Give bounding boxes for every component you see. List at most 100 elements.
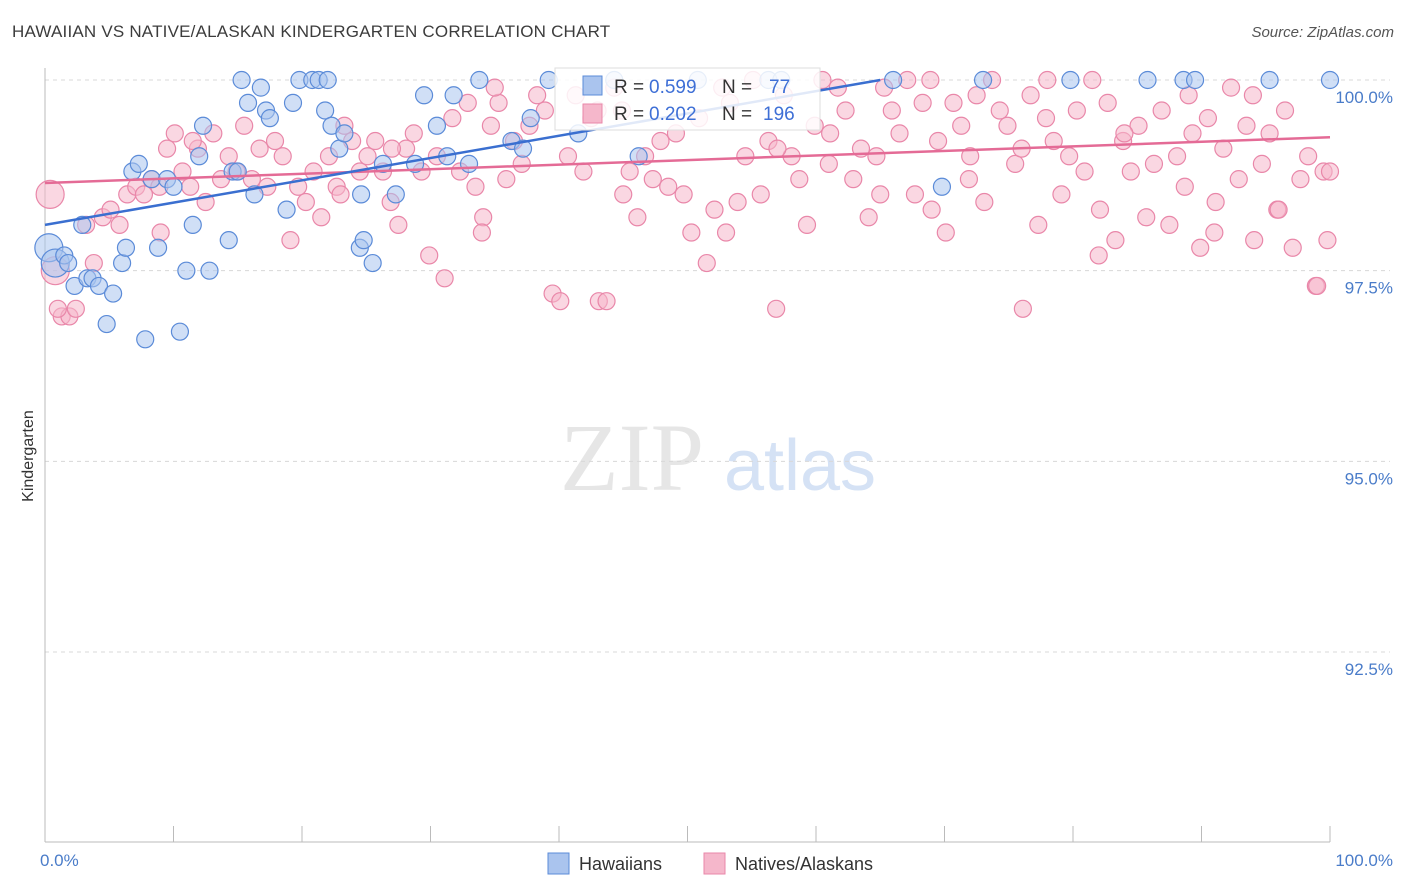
natives-point: [767, 299, 786, 318]
natives-point: [1060, 147, 1079, 166]
natives-point: [921, 70, 940, 90]
y-tick-label: 100.0%: [1335, 88, 1393, 107]
natives-point: [1175, 177, 1194, 196]
natives-point: [472, 223, 491, 242]
hawaiians-point: [73, 215, 92, 235]
natives-point: [157, 139, 177, 158]
natives-point: [928, 131, 948, 151]
hawaiians-point: [283, 93, 303, 112]
hawaiians-point: [973, 70, 993, 90]
natives-point: [821, 124, 840, 143]
natives-point: [66, 299, 85, 318]
natives-point: [551, 292, 570, 311]
hawaiians-point: [363, 253, 382, 273]
stats-n-value-hawaiians: 77: [769, 77, 790, 98]
y-tick-label: 95.0%: [1345, 469, 1393, 488]
natives-point: [304, 162, 323, 181]
hawaiians-point: [148, 238, 168, 257]
stats-swatch-natives: [582, 103, 603, 124]
natives-point: [1083, 70, 1102, 90]
natives-point: [628, 208, 647, 227]
natives-point: [716, 223, 736, 242]
hawaiians-point: [136, 330, 155, 349]
natives-point: [1115, 124, 1134, 143]
natives-point: [728, 192, 747, 212]
natives-point: [819, 154, 838, 173]
natives-point: [1198, 109, 1218, 128]
gridlines: [45, 79, 1390, 653]
natives-point: [990, 101, 1009, 120]
natives-point: [435, 269, 454, 288]
natives-point: [1229, 170, 1248, 189]
hawaiians-point: [470, 70, 489, 90]
hawaiians-point: [352, 185, 371, 204]
natives-point: [1221, 78, 1241, 97]
natives-point: [1160, 215, 1179, 235]
hawaiians-point: [513, 139, 533, 158]
natives-point: [651, 131, 670, 151]
natives-point: [998, 116, 1017, 135]
natives-point: [1152, 101, 1171, 120]
natives-point: [1098, 93, 1117, 112]
natives-point: [358, 147, 377, 166]
stats-n-label-hawaiians: N =: [722, 77, 752, 98]
natives-point: [1036, 109, 1056, 128]
natives-point: [1245, 231, 1264, 250]
legend: Hawaiians Natives/Alaskans: [547, 852, 873, 875]
natives-point: [1137, 208, 1156, 227]
natives-point: [1052, 185, 1071, 204]
natives-point: [1291, 170, 1310, 189]
natives-point: [134, 185, 154, 204]
natives-point: [1191, 238, 1210, 257]
natives-point: [1320, 162, 1340, 181]
natives-point: [173, 162, 192, 181]
natives-point: [844, 170, 863, 189]
natives-point: [165, 124, 184, 143]
natives-point: [512, 154, 531, 173]
natives-point: [1029, 215, 1048, 235]
natives-point: [110, 215, 129, 235]
natives-point: [535, 101, 554, 120]
natives-point: [1275, 101, 1295, 120]
natives-point: [1106, 231, 1125, 250]
natives-point: [366, 131, 385, 151]
natives-point: [944, 93, 963, 112]
y-tick-label: 97.5%: [1345, 279, 1393, 298]
natives-point: [312, 208, 331, 227]
natives-point: [697, 253, 716, 273]
hawaiians-point: [883, 70, 903, 90]
hawaiians-point: [316, 101, 335, 120]
chart-title: HAWAIIAN VS NATIVE/ALASKAN KINDERGARTEN …: [12, 22, 611, 41]
natives-point: [614, 185, 633, 204]
natives-point: [558, 147, 578, 166]
x-tick-label-max: 100.0%: [1335, 851, 1393, 870]
hawaiians-point: [104, 284, 123, 303]
natives-point: [404, 124, 423, 143]
hawaiians-point: [1185, 70, 1205, 90]
natives-point: [331, 185, 350, 204]
natives-point: [485, 78, 504, 97]
natives-point: [967, 86, 986, 105]
natives-point: [1006, 154, 1025, 173]
natives-point: [1308, 276, 1327, 296]
natives-point: [1129, 116, 1148, 135]
hawaiians-point: [1138, 70, 1157, 90]
natives-point: [1075, 162, 1094, 181]
stats-swatch-hawaiians: [582, 75, 603, 96]
natives-point: [497, 170, 516, 189]
natives-point: [952, 116, 971, 135]
natives-point: [1089, 246, 1108, 265]
stats-r-value-hawaiians: 0.599: [649, 77, 697, 98]
natives-point: [597, 292, 616, 311]
source-label: Source: ZipAtlas.com: [1251, 24, 1394, 41]
y-axis-title: Kindergarten: [20, 410, 37, 502]
natives-point: [975, 192, 994, 212]
hawaiians-point: [354, 231, 373, 250]
natives-point: [674, 185, 693, 204]
natives-point: [265, 131, 285, 151]
natives-point: [1206, 192, 1225, 212]
natives-point: [235, 116, 254, 135]
natives-point: [151, 223, 170, 242]
stats-r-value-natives: 0.202: [649, 104, 697, 125]
natives-point: [489, 93, 508, 112]
